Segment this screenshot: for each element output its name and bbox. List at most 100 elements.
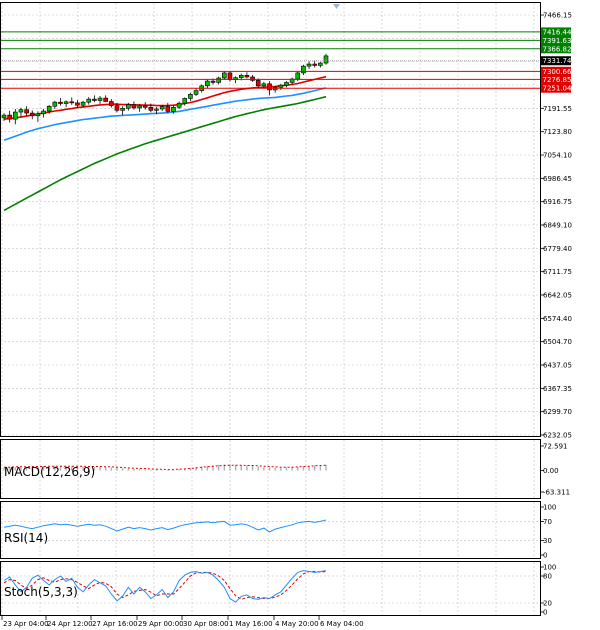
price-tick-label: 7054.10 [543, 152, 572, 160]
candle-down [250, 76, 255, 81]
time-tick-label: 1 May 16:00 [229, 620, 273, 628]
rsi-pane-frame [0, 501, 541, 559]
macd-pane-frame [0, 439, 541, 499]
candle-down [142, 105, 148, 108]
price-tick-label: 7191.55 [543, 105, 572, 113]
time-tick-label: 27 Apr 16:00 [92, 620, 138, 628]
candle-up [222, 72, 227, 79]
ma-blue-line [3, 87, 327, 142]
rsi-tick-label: 30 [543, 537, 552, 545]
scroll-marker-icon[interactable] [333, 4, 340, 9]
candle-down [29, 112, 35, 117]
candle-up [86, 98, 92, 103]
candle-up [176, 102, 182, 108]
rsi-label: RSI(14) [4, 531, 48, 545]
rsi-tick-label: 70 [543, 518, 552, 526]
candle-down [227, 72, 233, 81]
candle-up [306, 63, 312, 67]
rsi-axis: 100 70 30 0 [540, 504, 556, 560]
stoch-pane-frame [0, 561, 541, 616]
candle-up [188, 94, 193, 99]
rsi-tick-label: 100 [543, 504, 556, 512]
stoch-k-line [3, 570, 327, 603]
price-tick-label: 6367.35 [543, 385, 572, 393]
candle-down [244, 74, 250, 78]
candle-up [125, 104, 131, 109]
candle-up [318, 62, 323, 66]
level-label: 7416.44 [543, 28, 572, 36]
candle-down [148, 106, 154, 111]
stoch-grid [0, 562, 540, 615]
stoch-tick-label: 100 [543, 564, 556, 572]
candle-down [7, 114, 12, 120]
candle-up [261, 83, 267, 87]
candle-down [114, 105, 120, 111]
ma-green [3, 95, 327, 212]
ma-blue [3, 87, 327, 142]
candle-up [216, 77, 221, 83]
price-tick-label: 6642.05 [543, 292, 572, 300]
candle-down [267, 83, 272, 91]
candle-up [193, 90, 199, 95]
ma-red-line [3, 75, 327, 120]
candle-up [295, 72, 301, 80]
price-pane-frame [0, 2, 541, 437]
macd-tick-label: 0.00 [543, 467, 559, 475]
candle-down [103, 97, 108, 102]
price-tick-label: 7123.80 [543, 128, 572, 136]
time-tick-label: 24 Apr 12:00 [47, 620, 93, 628]
rsi-tick-label: 0 [543, 552, 547, 560]
level-label: 7366.82 [543, 45, 572, 53]
level-label: 7331.74 [543, 57, 572, 65]
candle-down [69, 101, 75, 104]
candle-up [171, 106, 176, 112]
candle-up [80, 101, 86, 106]
stoch-tick-label: 80 [543, 573, 552, 581]
stoch-tick-label: 0 [543, 609, 547, 617]
rsi-line [3, 519, 327, 533]
macd-tick-label: 72.591 [543, 443, 568, 451]
ma-green-line [3, 95, 327, 212]
price-tick-label: 6574.40 [543, 315, 572, 323]
candle-up [1, 114, 7, 119]
candle-down [24, 109, 29, 114]
candle-down [75, 102, 80, 106]
candle-down [312, 63, 318, 66]
candle-up [205, 80, 210, 87]
level-label-box [541, 83, 571, 93]
candle-up [52, 101, 58, 107]
level-label-box [541, 66, 571, 76]
level-label: 7251.04 [543, 85, 572, 93]
price-tick-label: 6711.75 [543, 268, 572, 276]
candle-up [97, 97, 103, 101]
price-tick-label: 6779.40 [543, 245, 572, 253]
price-tick-label: 6437.05 [543, 362, 572, 370]
candle-down [165, 106, 171, 112]
candle-up [18, 109, 24, 113]
candle-up [159, 106, 165, 110]
candle-up [41, 110, 46, 115]
macd-label: MACD(12,26,9) [4, 465, 95, 479]
ma-red [3, 75, 327, 120]
price-tick-label: 6986.45 [543, 175, 572, 183]
stoch-label: Stoch(5,3,3) [4, 585, 78, 599]
level-label-box [541, 56, 571, 66]
price-tick-label: 6232.05 [543, 432, 572, 440]
level-label-box [541, 35, 571, 45]
candle-up [182, 98, 188, 104]
candle-up [278, 84, 284, 88]
level-label: 7300.66 [543, 68, 572, 76]
level-label-box [541, 74, 571, 84]
candle-up [301, 65, 306, 74]
level-label-box [541, 44, 571, 54]
price-tick-label: 7466.15 [543, 12, 572, 20]
level-label: 7391.63 [543, 37, 572, 45]
candle-up [120, 108, 125, 111]
price-pane: 7466.157398.457328.857259.207191.557123.… [0, 2, 572, 440]
macd-tick-label: -63.311 [543, 489, 570, 497]
macd-pane: MACD(12,26,9) 72.591 0.00 -63.311 [0, 439, 570, 499]
